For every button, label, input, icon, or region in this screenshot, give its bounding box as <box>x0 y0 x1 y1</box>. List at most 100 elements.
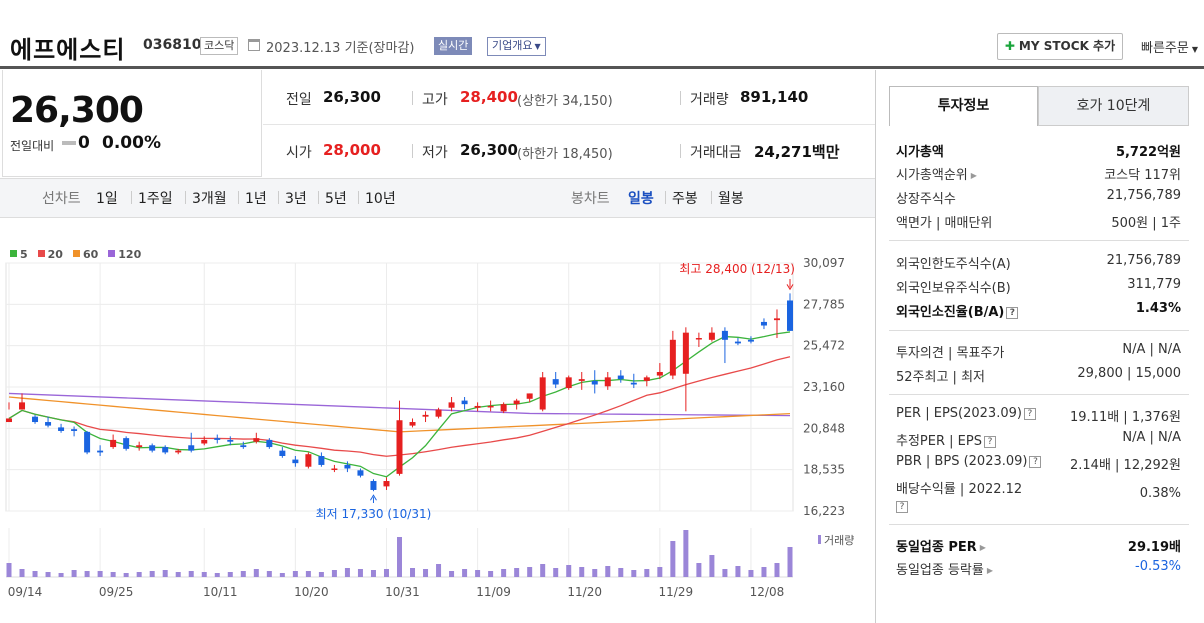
volume-bar <box>540 564 546 577</box>
divider <box>889 394 1189 395</box>
help-icon[interactable]: ? <box>983 436 996 448</box>
volume-legend-swatch <box>818 535 821 544</box>
candle-body <box>500 404 507 412</box>
amount-unit: 백만 <box>811 143 840 161</box>
legend-swatch <box>10 250 17 257</box>
period-line-5[interactable]: 3년 <box>285 191 307 207</box>
shares-label: 상장주식수 <box>896 192 956 207</box>
price-chart[interactable]: 30,097 27,785 25,472 23,160 20,848 18,535 16,2… <box>0 255 875 623</box>
separator <box>680 91 681 105</box>
upper-limit: (상한가 34,150) <box>517 94 613 109</box>
help-icon[interactable]: ? <box>1029 456 1042 468</box>
foreign-hold-row: 외국인보유주식수(B) 311,779 <box>896 277 1181 301</box>
per-label: PER | EPS(2023.09) <box>896 406 1022 421</box>
candle-body <box>71 429 78 431</box>
help-icon[interactable]: ? <box>1006 307 1019 319</box>
min-arrow-head <box>370 494 377 501</box>
candle-body <box>110 439 117 448</box>
volume-bar <box>527 567 533 577</box>
legend-label: 60 <box>82 248 99 261</box>
company-overview-label: 기업개요 <box>492 39 533 52</box>
volume-bar <box>488 571 494 577</box>
volume-value: 891,140 <box>740 88 809 106</box>
volume-bar <box>735 566 741 577</box>
rank-row[interactable]: 시가총액순위 ▶ 코스닥 117위 <box>896 164 1181 188</box>
tab-invest-info[interactable]: 투자정보 <box>889 86 1038 126</box>
tab-orderbook[interactable]: 호가 10단계 <box>1038 86 1189 126</box>
add-mystock-button[interactable]: ✚ MY STOCK 추가 <box>997 33 1123 60</box>
candle-body <box>383 481 390 487</box>
realtime-button[interactable]: 실시간 <box>434 37 473 55</box>
per-value: 19.11배 | 1,376원 <box>1070 410 1181 425</box>
volume-bar <box>84 571 90 577</box>
candle-body <box>409 422 416 426</box>
period-line-3[interactable]: 3개월 <box>192 191 227 207</box>
divider <box>889 524 1189 525</box>
volume-bar <box>436 564 442 577</box>
period-line-4[interactable]: 1년 <box>245 191 267 207</box>
est-per-row: 추정PER | EPS? N/A | N/A <box>896 430 1181 454</box>
divider <box>889 240 1189 241</box>
par-row: 액면가 | 매매단위 500원 | 1주 <box>896 212 1181 236</box>
open-label: 시가 <box>286 145 312 161</box>
candle-body <box>760 321 767 326</box>
volume-bar <box>579 567 585 577</box>
volume-bar <box>397 537 402 577</box>
period-separator <box>318 191 319 204</box>
candle-body <box>188 445 195 451</box>
volume-bar <box>201 572 207 577</box>
industry-per-label: 동일업종 PER <box>896 540 977 555</box>
candle-body <box>32 416 39 423</box>
quick-order-button[interactable]: 빠른주문 ▼ <box>1141 37 1198 56</box>
dividend-label: 배당수익률 | 2022.12 <box>896 482 1023 497</box>
volume-bar <box>722 569 728 577</box>
candle-body <box>682 332 689 374</box>
volume-bar <box>45 572 51 577</box>
industry-per-value: 29.19배 <box>1127 540 1181 555</box>
company-overview-dropdown[interactable]: 기업개요 ▼ <box>487 37 546 56</box>
volume-bar <box>383 569 389 577</box>
candle-body <box>357 470 364 476</box>
candle-body <box>344 464 351 469</box>
volume-bar <box>761 567 767 577</box>
period-line-6[interactable]: 5년 <box>325 191 347 207</box>
volume-bar <box>240 571 246 577</box>
candle-body <box>526 393 533 399</box>
foreign-ratio-label: 외국인소진율(B/A) <box>896 305 1005 320</box>
volume-bar <box>175 572 181 577</box>
volume-bar <box>553 568 559 577</box>
candle-body <box>45 422 52 426</box>
period-separator <box>711 191 712 204</box>
help-icon[interactable]: ? <box>896 501 908 513</box>
x-tick-label: 11/29 <box>659 585 694 599</box>
candle-body <box>253 438 260 442</box>
flat-icon <box>62 141 76 145</box>
volume-bar <box>136 572 142 577</box>
rank-label: 시가총액순위 <box>896 168 968 183</box>
volume-bar <box>344 568 350 577</box>
opinion-label: 투자의견 | 목표주가 <box>896 346 1005 361</box>
volume-bar <box>32 571 38 577</box>
candle-body <box>214 438 221 440</box>
pbr-value: 2.14배 | 12,292원 <box>1070 458 1181 473</box>
volume-bar <box>462 569 468 577</box>
period-line-7[interactable]: 10년 <box>365 191 396 207</box>
change-label: 전일대비 <box>10 139 55 153</box>
candle-body <box>539 377 546 410</box>
high-value: 28,400 <box>460 88 518 106</box>
period-line-2[interactable]: 1주일 <box>138 191 173 207</box>
calendar-icon <box>248 39 260 51</box>
volume-bar <box>657 567 663 577</box>
volume-bar <box>305 571 311 577</box>
industry-rate-row[interactable]: 동일업종 등락률 ▶ -0.53% <box>896 559 1181 583</box>
candle-body <box>643 377 650 381</box>
volume-bar <box>227 572 233 577</box>
legend-label: 5 <box>20 248 28 261</box>
period-line-1[interactable]: 1일 <box>96 191 118 207</box>
foreign-limit-row: 외국인한도주식수(A) 21,756,789 <box>896 253 1181 277</box>
period-candle-3[interactable]: 월봉 <box>718 191 744 207</box>
help-icon[interactable]: ? <box>1023 408 1036 420</box>
period-candle-2[interactable]: 주봉 <box>672 191 698 207</box>
period-candle-1[interactable]: 일봉 <box>628 191 654 207</box>
industry-per-row[interactable]: 동일업종 PER ▶ 29.19배 <box>896 536 1181 560</box>
